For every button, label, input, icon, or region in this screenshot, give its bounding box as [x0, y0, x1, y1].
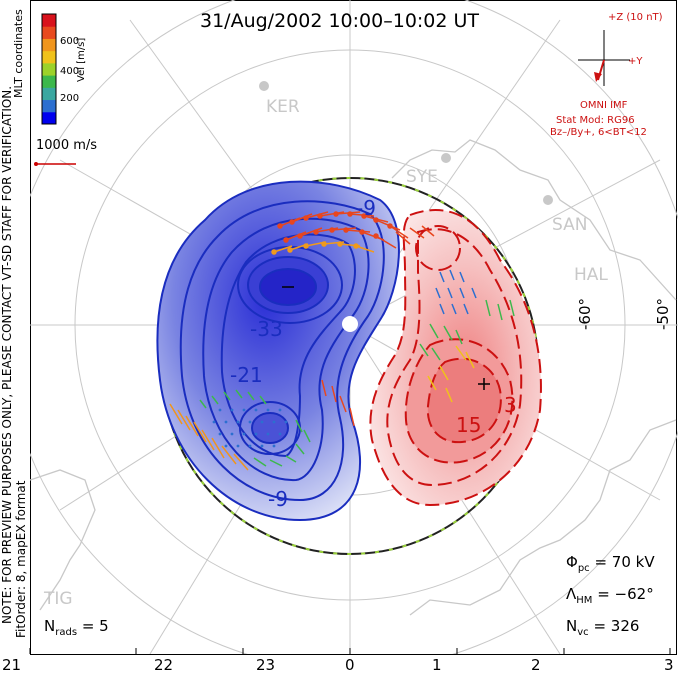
colorbar-segment — [42, 75, 56, 88]
stat-phi-pc-symbol: Φ — [566, 553, 578, 571]
contour-label-5: 15 — [456, 413, 481, 437]
contour-label-4: -9 — [268, 487, 288, 511]
lat-label-50: -50° — [654, 298, 672, 330]
positive-cell — [369, 209, 542, 507]
mlt-label-3: 3 — [664, 656, 674, 674]
mlt-label-0: 0 — [345, 656, 355, 674]
colorbar-segment — [42, 14, 56, 27]
fit-order-label: FitOrder: 8, mapEX format — [14, 480, 28, 638]
lat-label-60: -60° — [576, 298, 594, 330]
stat-lambda-hm: ΛHM = −62° — [566, 585, 654, 606]
stat-lambda-hm-sub: HM — [576, 595, 593, 606]
mlt-label-23: 23 — [256, 656, 276, 674]
mlt-label-2: 2 — [531, 656, 541, 674]
imf-source-label: OMNI IMF — [580, 100, 628, 111]
stat-phi-pc-sub: pc — [577, 563, 590, 574]
colorbar-segment — [42, 50, 56, 64]
latitude-labels: -60° -50° — [576, 298, 672, 330]
stat-model-label: Stat Mod: RG96 — [556, 115, 635, 126]
mlt-label-21: 21 — [2, 656, 22, 674]
contour-label-1: -9 — [356, 196, 376, 220]
stat-n-rads-symbol: N — [44, 617, 56, 635]
mlt-label-1: 1 — [432, 656, 442, 674]
stat-n-vc-value: = 326 — [593, 617, 640, 635]
colorbar-tick-600: 600 — [60, 36, 80, 47]
stat-n-vc-symbol: N — [566, 617, 578, 635]
colorbar-tick-400: 400 — [60, 66, 80, 77]
station-labels: KER SYE SAN HAL TIG — [43, 97, 608, 609]
coastline — [30, 139, 677, 616]
mlt-axis-ticks — [29, 648, 671, 654]
reference-vector-label: 1000 m/s — [36, 138, 98, 153]
colorbar-tick-200: 200 — [60, 93, 80, 104]
stat-lambda-hm-value: = −62° — [597, 585, 654, 603]
colorbar-segment — [42, 26, 56, 39]
colorbar-segment — [42, 38, 56, 52]
colorbar-segment — [42, 111, 56, 125]
colorbar-segment — [42, 99, 56, 113]
imf-z-label: +Z (10 nT) — [608, 12, 663, 23]
stat-phi-pc-value: = 70 kV — [594, 553, 655, 571]
colorbar-segment — [42, 62, 56, 76]
imf-clock — [578, 30, 630, 86]
preview-note: NOTE: FOR PREVIEW PURPOSES ONLY, PLEASE … — [0, 85, 14, 624]
stat-phi-pc: Φpc = 70 kV — [566, 553, 655, 574]
station-san: SAN — [552, 215, 587, 235]
station-hal: HAL — [574, 265, 608, 285]
stat-n-rads-sub: rads — [55, 627, 78, 638]
contour-labels: -9 -33 -21 -9 15 3 — [230, 196, 517, 511]
colorbar-segment — [42, 87, 56, 101]
stat-lambda-hm-symbol: Λ — [566, 585, 577, 603]
colorbar-border — [41, 13, 57, 125]
stat-n-rads: Nrads = 5 — [44, 617, 109, 638]
contour-label-6: 3 — [504, 393, 517, 417]
velocity-vectors-dusk — [169, 211, 409, 471]
stat-model-condition: Bz–/By+, 6<BT<12 — [550, 127, 647, 138]
station-sye: SYE — [406, 167, 438, 187]
contour-label-3: -21 — [230, 363, 263, 387]
reference-vector — [34, 162, 76, 166]
velocity-colorbar — [41, 13, 57, 125]
mlt-label-22: 22 — [154, 656, 174, 674]
negative-cell — [156, 180, 400, 522]
map-title: 31/Aug/2002 10:00–10:02 UT — [200, 10, 480, 32]
stat-n-vc: Nvc = 326 — [566, 617, 639, 638]
imf-y-label: +Y — [628, 56, 643, 67]
velocity-vectors-dawn — [395, 225, 515, 403]
contour-label-2: -33 — [250, 317, 283, 341]
pole-marker — [342, 316, 358, 332]
station-markers — [259, 81, 553, 205]
plot-frame — [30, 0, 677, 655]
station-tig: TIG — [43, 589, 73, 609]
stat-n-rads-value: = 5 — [81, 617, 109, 635]
stat-n-vc-sub: vc — [577, 627, 589, 638]
station-ker: KER — [266, 97, 300, 117]
